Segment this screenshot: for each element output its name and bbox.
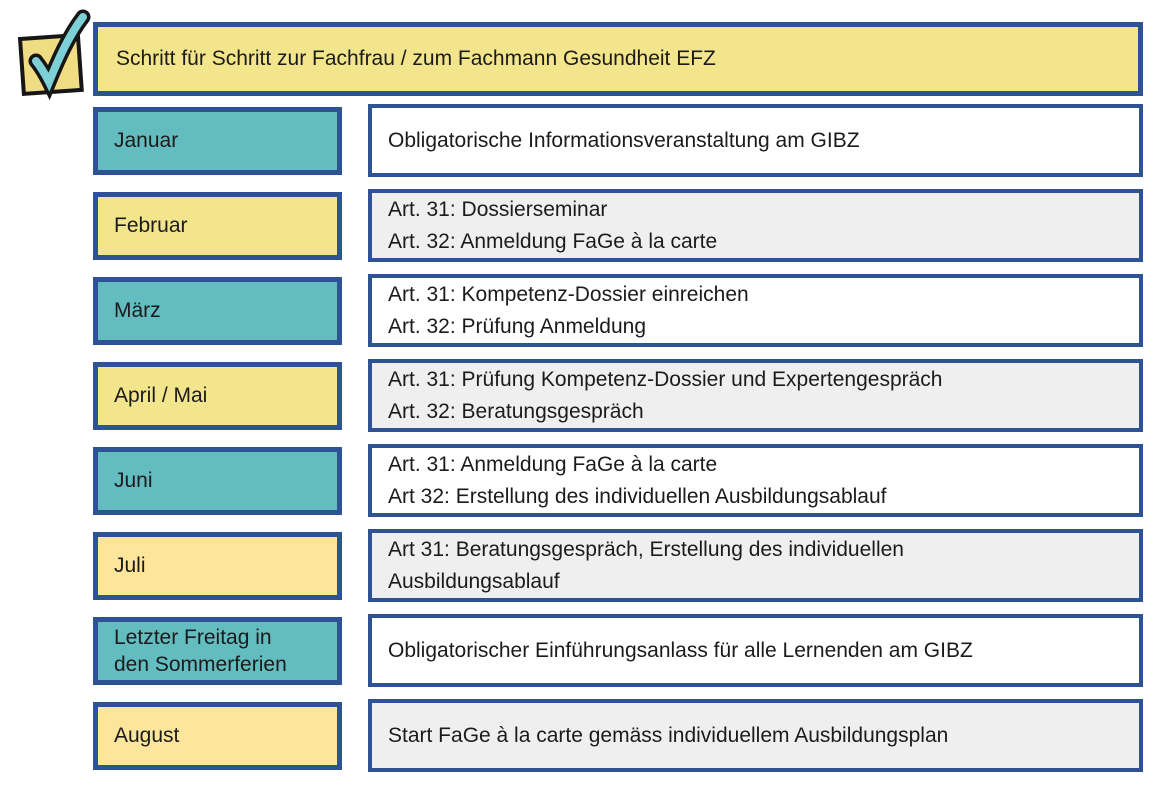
activity-text: Obligatorische Informationsveranstaltung… xyxy=(388,128,860,152)
activity-box: Art. 31: Dossierseminar Art. 32: Anmeldun… xyxy=(368,189,1143,262)
activity-text: Art 32: Erstellung des individuellen Aus… xyxy=(388,484,887,508)
activity-text: Ausbildungsablauf xyxy=(388,569,560,593)
check-fill xyxy=(32,13,87,92)
activity-text: Art 31: Beratungsgespräch, Erstellung de… xyxy=(388,537,904,561)
activity-text: Art. 32: Beratungsgespräch xyxy=(388,399,644,423)
schedule-row: Juli Art 31: Beratungsgespräch, Erstellu… xyxy=(93,529,1143,602)
activity-box: Art 31: Beratungsgespräch, Erstellung de… xyxy=(368,529,1143,602)
activity-box: Art. 31: Kompetenz-Dossier einreichen Art… xyxy=(368,274,1143,347)
schedule-row: Letzter Freitag in den Sommerferien Obli… xyxy=(93,614,1143,687)
schedule-row: Februar Art. 31: Dossierseminar Art. 32: … xyxy=(93,189,1143,262)
activity-box: Obligatorische Informationsveranstaltung… xyxy=(368,104,1143,177)
schedule-row: April / Mai Art. 31: Prüfung Kompetenz-D… xyxy=(93,359,1143,432)
checkmark-note-icon xyxy=(8,4,96,101)
month-label: März xyxy=(93,276,342,345)
month-label: Juni xyxy=(93,446,342,515)
schedule-row: Januar Obligatorische Informationsverans… xyxy=(93,104,1143,177)
month-label: Letzter Freitag in den Sommerferien xyxy=(93,616,342,685)
activity-text: Obligatorischer Einführungsanlass für al… xyxy=(388,638,973,662)
page-title: Schritt für Schritt zur Fachfrau / zum F… xyxy=(116,47,716,70)
schedule-row: August Start FaGe à la carte gemäss indi… xyxy=(93,699,1143,772)
schedule-row: März Art. 31: Kompetenz-Dossier einreich… xyxy=(93,274,1143,347)
activity-box: Art. 31: Anmeldung FaGe à la carte Art 32… xyxy=(368,444,1143,517)
schedule-row: Juni Art. 31: Anmeldung FaGe à la carte A… xyxy=(93,444,1143,517)
activity-box: Art. 31: Prüfung Kompetenz-Dossier und E… xyxy=(368,359,1143,432)
activity-text: Art. 31: Anmeldung FaGe à la carte xyxy=(388,452,718,476)
activity-box: Start FaGe à la carte gemäss individuell… xyxy=(368,699,1143,772)
title-bar: Schritt für Schritt zur Fachfrau / zum F… xyxy=(93,22,1143,96)
activity-text: Start FaGe à la carte gemäss individuell… xyxy=(388,723,949,747)
activity-box: Obligatorischer Einführungsanlass für al… xyxy=(368,614,1143,687)
month-label: Januar xyxy=(93,106,342,175)
month-label: August xyxy=(93,701,342,770)
month-label: Februar xyxy=(93,191,342,260)
activity-text: Art. 32: Prüfung Anmeldung xyxy=(388,314,646,338)
activity-text: Art. 32: Anmeldung FaGe à la carte xyxy=(388,229,718,253)
activity-text: Art. 31: Prüfung Kompetenz-Dossier und E… xyxy=(388,367,943,391)
activity-text: Art. 31: Kompetenz-Dossier einreichen xyxy=(388,282,749,306)
month-label: April / Mai xyxy=(93,361,342,430)
checkmark-note-svg xyxy=(17,9,91,101)
month-label: Juli xyxy=(93,531,342,600)
activity-text: Art. 31: Dossierseminar xyxy=(388,197,608,221)
schedule-rows: Januar Obligatorische Informationsverans… xyxy=(93,104,1143,784)
